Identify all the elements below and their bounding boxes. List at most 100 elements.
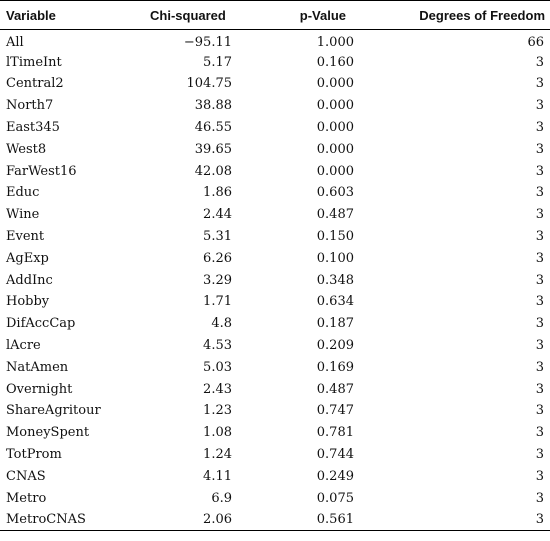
cell-degrees-of-freedom: 3 — [535, 490, 544, 506]
table-row: West8 39.65 0.000 3 — [0, 138, 550, 160]
cell-chi-squared: 104.75 — [186, 76, 233, 92]
cell-chi-squared: 3.29 — [203, 272, 232, 288]
table-row: ShareAgritour 1.23 0.747 3 — [0, 400, 550, 422]
cell-degrees-of-freedom: 3 — [535, 447, 544, 463]
cell-variable: CNAS — [6, 468, 46, 484]
cell-degrees-of-freedom: 3 — [535, 229, 544, 245]
table-row: Event 5.31 0.150 3 — [0, 226, 550, 248]
cell-p-value: 0.634 — [316, 294, 354, 310]
cell-p-value: 0.561 — [242, 509, 377, 532]
cell-degrees-of-freedom: 66 — [527, 34, 544, 50]
cell-variable: lAcre — [6, 338, 41, 354]
cell-chi-squared: 1.71 — [203, 294, 232, 310]
cell-p-value: 0.209 — [316, 338, 354, 354]
cell-p-value: 0.169 — [316, 359, 354, 375]
cell-degrees-of-freedom: 3 — [535, 403, 544, 419]
cell-chi-squared: 2.06 — [144, 509, 242, 532]
cell-chi-squared: 4.11 — [203, 468, 232, 484]
table-row: Metro 6.9 0.075 3 — [0, 487, 550, 509]
cell-variable: Central2 — [6, 76, 64, 92]
cell-p-value: 0.487 — [316, 207, 354, 223]
cell-variable: TotProm — [6, 447, 62, 463]
cell-variable: West8 — [6, 141, 47, 157]
cell-variable: Educ — [6, 185, 40, 201]
cell-p-value: 0.187 — [316, 316, 354, 332]
cell-chi-squared: 6.9 — [211, 490, 232, 506]
cell-p-value: 0.000 — [316, 120, 354, 136]
cell-p-value: 1.000 — [316, 34, 354, 50]
cell-chi-squared: 4.8 — [211, 316, 232, 332]
cell-degrees-of-freedom: 3 — [535, 76, 544, 92]
cell-degrees-of-freedom: 3 — [535, 381, 544, 397]
cell-variable: Hobby — [6, 294, 50, 310]
table-row: DifAccCap 4.8 0.187 3 — [0, 313, 550, 335]
table-row: North7 38.88 0.000 3 — [0, 95, 550, 117]
cell-degrees-of-freedom: 3 — [535, 338, 544, 354]
cell-p-value: 0.487 — [316, 381, 354, 397]
cell-variable: AgExp — [6, 250, 49, 266]
cell-variable: MoneySpent — [6, 425, 90, 441]
cell-variable: MetroCNAS — [0, 509, 144, 532]
table-row: East345 46.55 0.000 3 — [0, 117, 550, 139]
cell-variable: East345 — [6, 120, 60, 136]
cell-degrees-of-freedom: 3 — [535, 207, 544, 223]
cell-degrees-of-freedom: 3 — [535, 316, 544, 332]
cell-variable: Wine — [6, 207, 40, 223]
cell-chi-squared: 46.55 — [194, 120, 232, 136]
cell-degrees-of-freedom: 3 — [535, 120, 544, 136]
cell-degrees-of-freedom: 3 — [535, 425, 544, 441]
cell-degrees-of-freedom: 3 — [377, 509, 550, 532]
cell-p-value: 0.348 — [316, 272, 354, 288]
cell-variable: NatAmen — [6, 359, 69, 375]
cell-variable: North7 — [6, 98, 54, 114]
cell-chi-squared: 4.53 — [203, 338, 232, 354]
cell-variable: All — [6, 34, 24, 50]
cell-degrees-of-freedom: 3 — [535, 185, 544, 201]
cell-p-value: 0.744 — [316, 447, 354, 463]
cell-chi-squared: 5.17 — [203, 54, 232, 70]
table-row: lTimeInt 5.17 0.160 3 — [0, 51, 550, 73]
header-p-value: p-Value — [242, 0, 377, 30]
table-row: Hobby 1.71 0.634 3 — [0, 291, 550, 313]
cell-degrees-of-freedom: 3 — [535, 141, 544, 157]
cell-degrees-of-freedom: 3 — [535, 272, 544, 288]
cell-p-value: 0.781 — [316, 425, 354, 441]
table-row: AddInc 3.29 0.348 3 — [0, 269, 550, 291]
table-row: TotProm 1.24 0.744 3 — [0, 444, 550, 466]
cell-variable: ShareAgritour — [6, 403, 101, 419]
table-row: All −95.11 1.000 66 — [0, 30, 550, 52]
cell-degrees-of-freedom: 3 — [535, 468, 544, 484]
header-chi-squared: Chi-squared — [144, 0, 242, 30]
table-body: All −95.11 1.000 66 lTimeInt 5.17 0.160 3 Centra… — [0, 30, 550, 532]
cell-variable: AddInc — [6, 272, 53, 288]
cell-chi-squared: −95.11 — [183, 34, 232, 50]
cell-degrees-of-freedom: 3 — [535, 359, 544, 375]
table-row: lAcre 4.53 0.209 3 — [0, 335, 550, 357]
cell-variable: lTimeInt — [6, 54, 62, 70]
cell-chi-squared: 1.86 — [203, 185, 232, 201]
cell-variable: FarWest16 — [6, 163, 77, 179]
cell-variable: Event — [6, 229, 45, 245]
cell-p-value: 0.249 — [316, 468, 354, 484]
table-row: Educ 1.86 0.603 3 — [0, 182, 550, 204]
cell-degrees-of-freedom: 3 — [535, 294, 544, 310]
cell-p-value: 0.000 — [316, 98, 354, 114]
table-row: AgExp 6.26 0.100 3 — [0, 247, 550, 269]
cell-chi-squared: 42.08 — [194, 163, 232, 179]
cell-p-value: 0.000 — [316, 141, 354, 157]
cell-variable: Overnight — [6, 381, 73, 397]
cell-variable: Metro — [6, 490, 47, 506]
cell-p-value: 0.000 — [316, 163, 354, 179]
table-header: Variable Chi-squared p-Value Degrees of … — [0, 0, 550, 30]
cell-chi-squared: 5.03 — [203, 359, 232, 375]
cell-p-value: 0.000 — [316, 76, 354, 92]
cell-p-value: 0.747 — [316, 403, 354, 419]
cell-chi-squared: 6.26 — [203, 250, 232, 266]
cell-p-value: 0.603 — [316, 185, 354, 201]
cell-p-value: 0.160 — [316, 54, 354, 70]
cell-p-value: 0.150 — [316, 229, 354, 245]
cell-degrees-of-freedom: 3 — [535, 250, 544, 266]
table-row: Overnight 2.43 0.487 3 — [0, 378, 550, 400]
